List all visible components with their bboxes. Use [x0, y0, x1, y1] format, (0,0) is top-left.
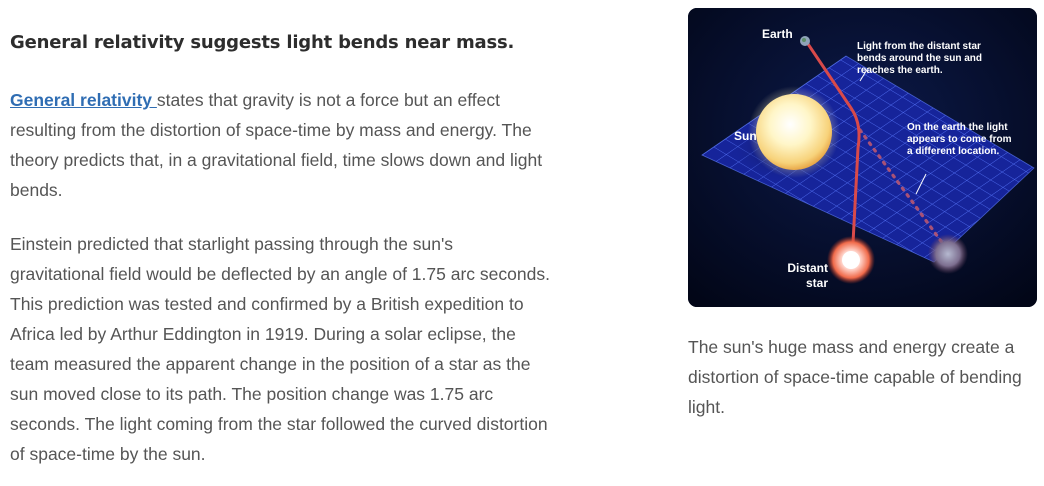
annotation-apparent-line3: a different location.: [907, 146, 999, 157]
annotation-bending-line1: Light from the distant star: [857, 41, 981, 52]
annotation-bending-line2: bends around the sun and: [857, 53, 982, 64]
sun: [748, 86, 840, 178]
apparent-star: [928, 234, 968, 274]
distant-star-label-line2: star: [806, 276, 828, 290]
annotation-apparent-line2: appears to come from: [907, 134, 1012, 145]
annotation-apparent-line1: On the earth the light: [907, 122, 1008, 133]
article-heading: General relativity suggests light bends …: [10, 32, 515, 53]
paragraph-general-relativity: General relativity states that gravity i…: [10, 85, 560, 205]
general-relativity-link[interactable]: General relativity: [10, 90, 157, 110]
bent-light-path: [806, 42, 861, 264]
earth-label: Earth: [762, 27, 793, 41]
distant-star: [827, 236, 875, 284]
earth: [800, 36, 810, 46]
paragraph-einstein-prediction: Einstein predicted that starlight passin…: [10, 234, 550, 464]
figure: Earth Sun Distant star Light from the di…: [688, 8, 1038, 417]
spacetime-diagram: Earth Sun Distant star Light from the di…: [688, 8, 1037, 307]
figure-caption: The sun's huge mass and energy create a …: [688, 337, 1022, 417]
apparent-light-path: [858, 128, 948, 250]
sun-label: Sun: [734, 129, 757, 143]
annotation-bending-line3: reaches the earth.: [857, 65, 943, 76]
paragraph-1-text: states that gravity is not a force but a…: [10, 90, 543, 200]
spacetime-illustration: Earth Sun Distant star Light from the di…: [688, 8, 1037, 307]
distant-star-label-line1: Distant: [787, 261, 828, 275]
